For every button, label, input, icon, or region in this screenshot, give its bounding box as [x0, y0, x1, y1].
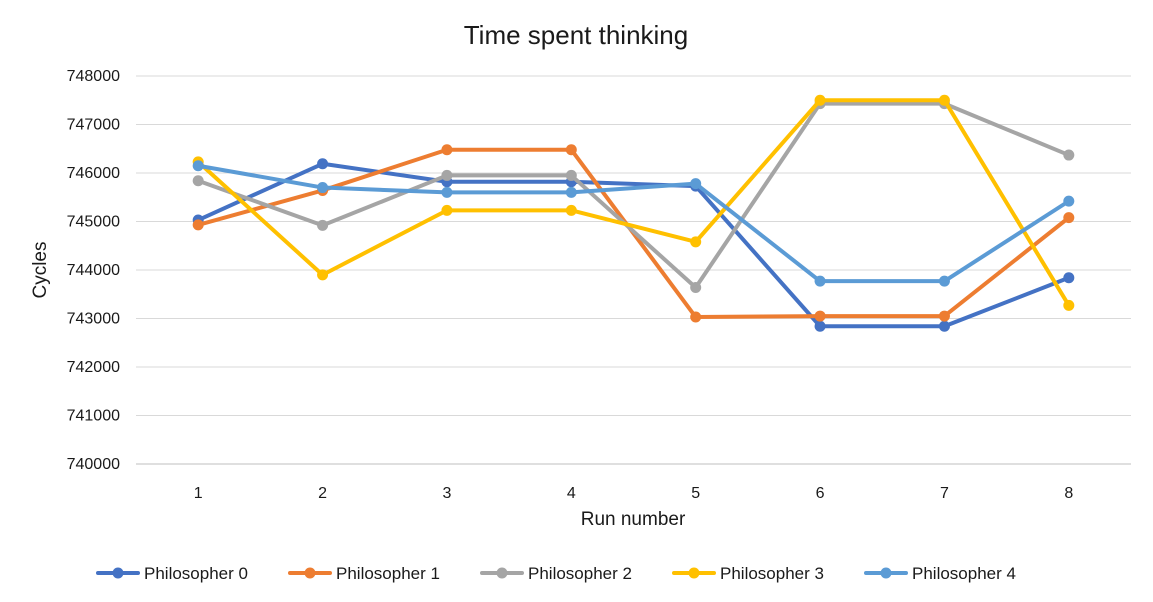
- data-point: [690, 311, 702, 323]
- x-tick-label: 8: [1064, 485, 1073, 502]
- legend-item: Philosopher 2: [480, 564, 632, 583]
- y-tick-label: 740000: [67, 456, 120, 473]
- data-point: [192, 219, 204, 231]
- data-point: [1063, 195, 1075, 207]
- x-tick-label: 6: [816, 485, 825, 502]
- data-point: [938, 320, 950, 332]
- x-tick-label: 3: [442, 485, 451, 502]
- y-axis-ticks: 740000 741000 742000 743000 744000 745000 7460…: [67, 68, 120, 473]
- x-axis-label: Run number: [581, 509, 686, 530]
- data-point: [192, 175, 204, 187]
- legend-marker: [880, 567, 892, 579]
- data-point: [1063, 212, 1075, 224]
- data-point: [1063, 149, 1075, 161]
- data-point: [814, 320, 826, 332]
- data-point: [565, 186, 577, 198]
- data-point: [565, 144, 577, 156]
- y-tick-label: 743000: [67, 311, 120, 328]
- data-point: [565, 169, 577, 181]
- legend-item: Philosopher 4: [864, 564, 1016, 583]
- legend-label: Philosopher 4: [912, 564, 1016, 583]
- data-point: [690, 236, 702, 248]
- legend-item: Philosopher 0: [96, 564, 248, 583]
- y-tick-label: 744000: [67, 262, 120, 279]
- x-tick-label: 1: [194, 485, 203, 502]
- y-tick-label: 747000: [67, 117, 120, 134]
- legend-label: Philosopher 2: [528, 564, 632, 583]
- x-tick-label: 4: [567, 485, 576, 502]
- chart-title: Time spent thinking: [464, 20, 688, 50]
- series-line: [196, 161, 1071, 329]
- data-point: [317, 158, 329, 170]
- y-tick-label: 742000: [67, 359, 120, 376]
- y-tick-label: 741000: [67, 408, 120, 425]
- series-line: [196, 101, 1071, 290]
- y-tick-label: 746000: [67, 165, 120, 182]
- legend-label: Philosopher 1: [336, 564, 440, 583]
- data-point: [938, 94, 950, 106]
- legend-marker: [304, 567, 316, 579]
- series-3: [192, 94, 1075, 311]
- data-point: [192, 160, 204, 172]
- x-axis-ticks: 1 2 3 4 5 6 7 8: [194, 485, 1074, 502]
- legend-marker: [496, 567, 508, 579]
- data-point: [441, 186, 453, 198]
- x-tick-label: 7: [940, 485, 949, 502]
- gridlines: [136, 75, 1131, 465]
- series-line: [196, 163, 1071, 284]
- data-point: [441, 204, 453, 216]
- data-point: [1063, 299, 1075, 311]
- y-tick-label: 748000: [67, 68, 120, 85]
- data-point: [814, 275, 826, 287]
- y-tick-label: 745000: [67, 214, 120, 231]
- series-2: [192, 98, 1075, 293]
- x-tick-label: 5: [691, 485, 700, 502]
- data-point: [690, 178, 702, 190]
- data-point: [1063, 272, 1075, 284]
- data-point: [938, 275, 950, 287]
- legend-label: Philosopher 0: [144, 564, 248, 583]
- data-point: [441, 144, 453, 156]
- legend-marker: [112, 567, 124, 579]
- data-point: [814, 94, 826, 106]
- data-point: [690, 281, 702, 293]
- legend-marker: [688, 567, 700, 579]
- data-point: [814, 310, 826, 322]
- data-point: [441, 169, 453, 181]
- data-point: [317, 182, 329, 194]
- series-4: [192, 160, 1075, 287]
- data-point: [317, 219, 329, 231]
- data-point: [565, 204, 577, 216]
- data-point: [317, 269, 329, 281]
- series-line: [196, 98, 1071, 308]
- series-group: [192, 94, 1075, 332]
- legend: Philosopher 0 Philosopher 1 Philosopher 2 P…: [96, 564, 1016, 583]
- x-tick-label: 2: [318, 485, 327, 502]
- legend-item: Philosopher 1: [288, 564, 440, 583]
- data-point: [938, 310, 950, 322]
- legend-label: Philosopher 3: [720, 564, 824, 583]
- y-axis-label: Cycles: [30, 241, 51, 298]
- legend-item: Philosopher 3: [672, 564, 824, 583]
